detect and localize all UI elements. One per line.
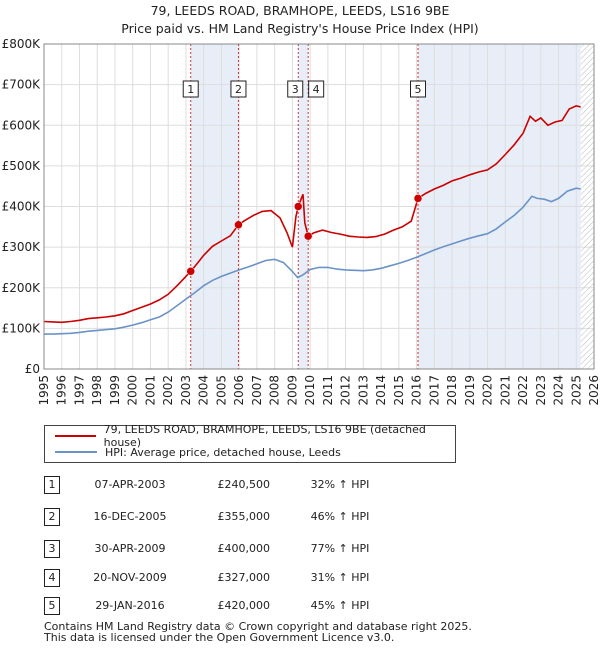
chart-title: 79, LEEDS ROAD, BRAMHOPE, LEEDS, LS16 9B… (150, 3, 450, 18)
hpi-line (44, 187, 581, 335)
forecast-hatch (580, 44, 594, 369)
x-tick-label: 2001 (143, 375, 157, 406)
sale-date: 29-JAN-2016 (95, 599, 165, 612)
sale-hpi-change: 77% ↑ HPI (310, 542, 370, 555)
sale-point (413, 194, 423, 203)
x-tick-label: 1996 (55, 375, 69, 406)
x-tick-label: 1997 (72, 375, 86, 406)
chart-subtitle: Price paid vs. HM Land Registry's House … (121, 21, 479, 36)
y-tick-label: £100K (2, 321, 42, 335)
x-tick-label: 2017 (427, 375, 441, 406)
x-tick-label: 2013 (356, 375, 370, 406)
x-tick-label: 2018 (445, 375, 459, 406)
x-tick-label: 2011 (321, 375, 335, 406)
sale-number-badge: 2 (44, 508, 60, 526)
x-tick-label: 2025 (569, 375, 583, 406)
y-tick-label: £800K (2, 37, 42, 51)
sale-number-label: 3 (292, 83, 299, 96)
x-tick-label: 2019 (463, 375, 477, 406)
x-tick-label: 2010 (303, 375, 317, 406)
y-tick-label: £600K (2, 118, 42, 132)
sale-point (186, 267, 195, 276)
sale-point (303, 231, 313, 241)
legend-line-hpi (55, 451, 97, 453)
sale-price: £420,000 (217, 599, 271, 612)
sale-point (293, 202, 303, 211)
legend-label-hpi: HPI: Average price, detached house, Leed… (105, 445, 341, 459)
y-tick-label: £400K (2, 200, 42, 214)
x-tick-label: 2012 (339, 375, 353, 406)
sale-price: £355,000 (217, 510, 271, 523)
x-tick-label: 2024 (552, 375, 566, 406)
sale-price: £327,000 (217, 571, 271, 584)
legend: 79, LEEDS ROAD, BRAMHOPE, LEEDS, LS16 9B… (44, 423, 456, 463)
legend-item-property: 79, LEEDS ROAD, BRAMHOPE, LEEDS, LS16 9B… (45, 423, 455, 449)
x-tick-label: 2020 (481, 375, 495, 406)
sale-number-box (308, 80, 325, 98)
y-tick-label: £0 (25, 362, 40, 376)
sale-number-box (230, 80, 247, 98)
sale-number-box (287, 80, 304, 98)
y-tick-label: £500K (2, 159, 42, 173)
x-tick-label: 2005 (214, 375, 228, 406)
x-tick-label: 1999 (108, 375, 122, 406)
x-tick-label: 2021 (498, 375, 512, 406)
legend-label-property: 79, LEEDS ROAD, BRAMHOPE, LEEDS, LS16 9B… (103, 423, 426, 449)
sale-number-label: 2 (235, 83, 242, 96)
x-tick-label: 2014 (374, 375, 388, 406)
x-tick-label: 2007 (250, 375, 264, 406)
x-tick-label: 2023 (534, 375, 548, 406)
property-price-line (43, 104, 581, 324)
legend-item-hpi: HPI: Average price, detached house, Leed… (45, 444, 341, 460)
x-tick-label: 2022 (516, 375, 530, 406)
sale-number-badge: 3 (44, 540, 60, 558)
sale-number-label: 5 (415, 83, 422, 96)
sale-hpi-change: 46% ↑ HPI (310, 510, 370, 523)
price-chart: 1 2 3 4 5 £0 £100K £200K £300K £400K £500K £600K £70… (2, 37, 600, 406)
y-tick-label: £300K (2, 240, 42, 254)
sale-hpi-change: 45% ↑ HPI (310, 599, 370, 612)
plot-frame (43, 43, 595, 370)
x-tick-label: 2015 (392, 375, 406, 406)
sale-number-label: 1 (187, 83, 194, 96)
sale-hpi-change: 32% ↑ HPI (310, 478, 370, 491)
sale-price: £240,500 (217, 478, 271, 491)
x-tick-label: 2009 (285, 375, 299, 406)
x-tick-label: 2026 (587, 375, 600, 406)
x-tick-label: 1995 (37, 375, 51, 406)
x-tick-label: 2000 (126, 375, 140, 406)
sale-number-box (182, 80, 199, 98)
sale-point (234, 220, 243, 230)
footer-license: This data is licensed under the Open Gov… (44, 631, 395, 644)
sale-number-badge: 1 (44, 476, 60, 494)
sale-number-label: 4 (313, 83, 320, 96)
y-tick-label: £200K (2, 281, 42, 295)
sale-number-badge: 5 (44, 597, 60, 615)
footer-copyright: Contains HM Land Registry data © Crown c… (44, 620, 472, 633)
sale-number-badge: 4 (44, 569, 60, 587)
x-tick-label: 2008 (268, 375, 282, 406)
x-tick-label: 2002 (161, 375, 175, 406)
x-tick-label: 2016 (410, 375, 424, 406)
x-tick-label: 2004 (197, 375, 211, 406)
sale-number-box (410, 80, 426, 98)
y-tick-label: £700K (2, 78, 42, 92)
sale-date: 30-APR-2009 (94, 542, 166, 555)
sale-hpi-change: 31% ↑ HPI (310, 571, 370, 584)
x-tick-label: 1998 (90, 375, 104, 406)
legend-line-property (55, 435, 96, 437)
sale-date: 16-DEC-2005 (93, 510, 167, 523)
x-tick-label: 2003 (179, 375, 193, 406)
sale-date: 20-NOV-2009 (93, 571, 167, 584)
sale-date: 07-APR-2003 (94, 478, 166, 491)
sale-price: £400,000 (217, 542, 271, 555)
x-tick-label: 2006 (232, 375, 246, 406)
